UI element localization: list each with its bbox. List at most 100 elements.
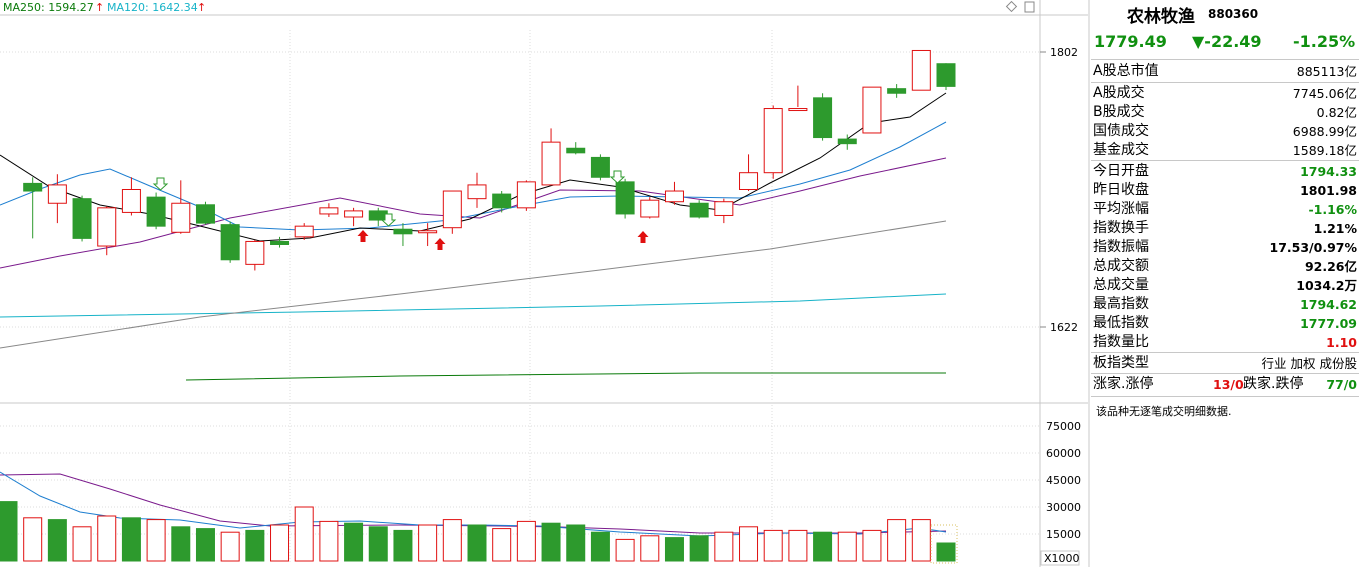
- vol-ma10-line: [0, 473, 947, 534]
- volume-bar: [319, 520, 339, 562]
- candle-body: [344, 210, 364, 218]
- stat-value: -1.16%: [1308, 202, 1357, 217]
- volume-bar: [813, 531, 833, 562]
- candle-body: [319, 207, 339, 215]
- volume-bar: [689, 535, 709, 562]
- stat-row: 基金成交 1589.18亿: [1093, 141, 1357, 160]
- stat-row: A股总市值 885113亿: [1093, 62, 1357, 81]
- volume-bar: [590, 531, 610, 562]
- stat-row: 最高指数 1794.62: [1093, 295, 1357, 314]
- stat-value: 1777.09: [1300, 316, 1357, 331]
- sell-arrow-icon: [609, 170, 626, 184]
- volume-bar: [121, 517, 141, 562]
- volume-bars: [0, 501, 956, 562]
- volume-bar: [344, 522, 364, 562]
- sell-arrow-icon: [380, 213, 397, 227]
- ma5-line: [0, 92, 947, 242]
- volume-bar: [788, 529, 808, 562]
- ma250-legend: MA250: 1594.27: [3, 1, 94, 14]
- stat-value: 1801.98: [1300, 183, 1357, 198]
- buy-arrow-icon: [357, 230, 369, 242]
- volume-bar: [0, 501, 18, 562]
- stat-label: 指数量比: [1093, 334, 1149, 350]
- stat-row: 指数量比 1.10: [1093, 333, 1357, 352]
- candle-body: [23, 182, 43, 192]
- stat-value: 1794.33: [1300, 164, 1357, 179]
- stat-label: 基金成交: [1093, 142, 1149, 158]
- candle-body: [47, 184, 67, 204]
- chart-area[interactable]: MA250: 1594.27 ↑ MA120: 1642.34 ↑ 1802 1…: [0, 0, 1090, 567]
- ma120-line: [0, 293, 947, 318]
- volume-unit-label: X1000: [1044, 552, 1080, 565]
- ma120-legend: MA120: 1642.34: [107, 1, 198, 14]
- ma60-line: [0, 220, 947, 349]
- diamond-icon[interactable]: [1005, 0, 1018, 13]
- volume-bar: [615, 538, 635, 562]
- volume-bar: [418, 524, 438, 562]
- last-price: 1779.49: [1094, 32, 1167, 51]
- ma120-arrow: ↑: [197, 1, 206, 14]
- candle-body: [146, 196, 166, 227]
- volume-bar: [739, 526, 759, 562]
- stat-label: 昨日收盘: [1093, 182, 1149, 198]
- candle-body: [911, 49, 931, 91]
- volume-bar: [541, 522, 561, 562]
- ma10-line: [0, 121, 947, 231]
- stat-row: 指数振幅 17.53/0.97%: [1093, 238, 1357, 257]
- candle-body: [467, 184, 487, 200]
- stat-row: 板指类型 行业 加权 成份股: [1093, 354, 1357, 373]
- volume-bar: [467, 524, 487, 562]
- divider: [1091, 160, 1359, 161]
- stat-value: 7745.06亿: [1292, 86, 1357, 101]
- percent-change: -1.25%: [1293, 32, 1356, 51]
- ma250-line: [185, 372, 946, 381]
- candle-body: [590, 156, 610, 178]
- candles: [23, 49, 956, 271]
- candle-body: [270, 240, 290, 245]
- index-type-options: 行业 加权 成份股: [1261, 356, 1357, 371]
- volume-bar: [72, 526, 92, 562]
- buy-arrow-icon: [637, 231, 649, 243]
- candle-body: [887, 88, 907, 94]
- volume-bar: [171, 526, 191, 562]
- stat-label: 总成交量: [1093, 277, 1149, 293]
- stat-label: 指数振幅: [1093, 239, 1149, 255]
- volume-bar: [220, 531, 240, 562]
- stat-label: 平均涨幅: [1093, 201, 1149, 217]
- stat-value: 1794.62: [1300, 297, 1357, 312]
- candle-body: [245, 240, 265, 265]
- candle-body: [171, 202, 191, 233]
- stat-value: 1.21%: [1313, 221, 1357, 236]
- square-icon[interactable]: [1024, 1, 1035, 13]
- stat-label: A股总市值: [1093, 63, 1159, 79]
- volume-tick-label: 75000: [1046, 420, 1081, 433]
- volume-bar: [887, 519, 907, 562]
- candle-body: [862, 86, 882, 134]
- sell-arrow-icon: [152, 177, 169, 191]
- volume-bar: [368, 526, 388, 562]
- stat-value: 1034.2万: [1296, 278, 1357, 293]
- stat-label: 最低指数: [1093, 315, 1149, 331]
- buy-arrow-icon: [434, 238, 446, 250]
- ma250-arrow: ↑: [95, 1, 104, 14]
- signal-markers: [152, 170, 649, 250]
- candle-body: [739, 172, 759, 190]
- candle-body: [195, 204, 215, 224]
- volume-bar: [714, 531, 734, 562]
- unit-box: [1040, 550, 1080, 566]
- candle-body: [442, 190, 462, 229]
- stat-value: 1.10: [1326, 335, 1357, 350]
- ma20-line: [0, 157, 947, 269]
- volume-bar: [294, 506, 314, 562]
- candle-body: [121, 189, 141, 213]
- candle-body: [220, 224, 240, 261]
- stat-label: A股成交: [1093, 85, 1145, 101]
- volume-bar: [23, 517, 43, 562]
- volume-bar: [146, 519, 166, 562]
- volume-bar: [640, 535, 660, 562]
- stat-label: B股成交: [1093, 104, 1145, 120]
- candle-body: [72, 198, 92, 239]
- stat-value: 6988.99亿: [1292, 124, 1357, 139]
- vertical-grid: [289, 30, 773, 563]
- volume-bar: [47, 519, 67, 562]
